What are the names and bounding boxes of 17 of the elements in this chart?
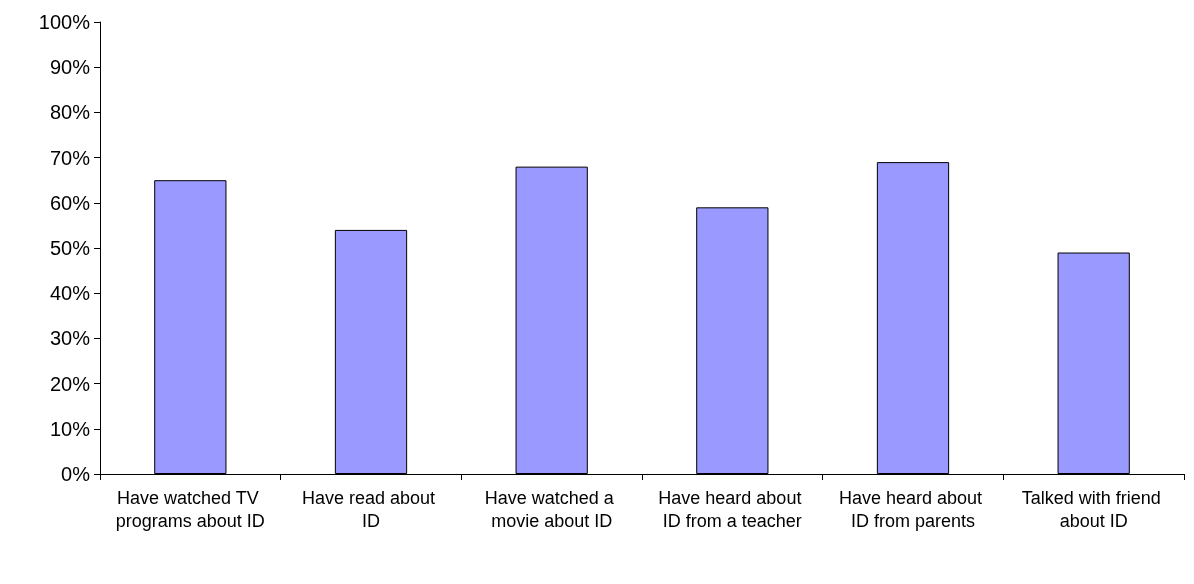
y-tick-label: 30% (49, 327, 91, 350)
x-tick-label: Have read about ID (301, 487, 441, 531)
y-tick-label: 20% (49, 372, 91, 395)
y-tick-label: 90% (49, 56, 91, 79)
x-tick-label: Talked with friend about ID (1021, 487, 1166, 531)
x-tick-label: Have watched a movie about ID (484, 487, 619, 531)
y-tick-label: 80% (49, 101, 91, 124)
y-tick-label: 60% (49, 191, 91, 214)
y-tick-label: 100% (38, 11, 91, 33)
y-tick-label: 40% (49, 282, 91, 305)
y-tick-label: 70% (49, 146, 91, 169)
x-tick-label: Have heard about ID from a teacher (658, 487, 807, 531)
y-tick-label: 50% (49, 237, 91, 259)
y-tick-label: 0% (61, 463, 91, 485)
y-tick-label: 10% (49, 417, 91, 440)
x-tick-label: Have watched TV programs about ID (115, 487, 265, 531)
x-tick-label: Have heard about ID from parents (838, 487, 988, 531)
